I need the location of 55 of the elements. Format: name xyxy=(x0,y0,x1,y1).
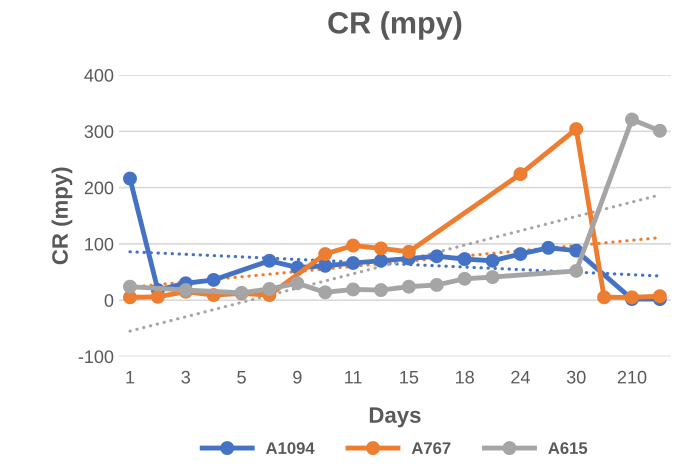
x-tick-label: 1 xyxy=(126,370,134,384)
point xyxy=(374,254,388,268)
point xyxy=(318,258,332,273)
point xyxy=(513,167,528,182)
y-axis-title: CR (mpy) xyxy=(52,167,72,264)
x-tick-label: 9 xyxy=(293,370,302,384)
point xyxy=(652,124,667,138)
point xyxy=(486,270,500,284)
point xyxy=(346,282,360,296)
point xyxy=(652,289,667,304)
point xyxy=(374,241,388,256)
y-tick-label: 0 xyxy=(104,294,114,307)
point xyxy=(569,122,584,136)
y-tick-label: -100 xyxy=(78,350,114,364)
x-tick-label: 210 xyxy=(618,370,646,384)
legend-label: A615 xyxy=(548,442,588,454)
point xyxy=(262,254,276,268)
point xyxy=(486,254,500,268)
point xyxy=(374,283,388,297)
point xyxy=(402,244,416,259)
legend-label: A767 xyxy=(412,442,450,454)
point xyxy=(318,247,332,261)
y-tick-label: 400 xyxy=(84,68,114,82)
point xyxy=(513,247,528,261)
point xyxy=(430,278,444,292)
y-tick-label: 300 xyxy=(84,125,114,138)
chart-title: CR (mpy) xyxy=(328,11,462,40)
y-tick-label: 200 xyxy=(84,182,114,194)
point xyxy=(541,240,556,255)
point xyxy=(346,256,360,270)
x-tick-label: 11 xyxy=(345,370,362,384)
point xyxy=(150,290,165,304)
point xyxy=(430,249,444,264)
point xyxy=(569,264,584,278)
point xyxy=(625,112,639,126)
legend-label: A1094 xyxy=(266,442,315,454)
x-tick-label: 18 xyxy=(456,370,474,384)
y-tick-label: 100 xyxy=(85,238,114,251)
x-tick-label: 5 xyxy=(237,370,246,384)
point xyxy=(123,280,137,294)
point xyxy=(206,272,221,287)
x-tick-label: 15 xyxy=(400,370,418,384)
point xyxy=(290,276,304,290)
point xyxy=(458,272,472,286)
x-axis-title: Days xyxy=(370,407,421,428)
point xyxy=(262,282,276,296)
point xyxy=(123,172,137,186)
x-tick-label: 3 xyxy=(181,370,190,384)
point xyxy=(402,280,416,294)
point xyxy=(597,290,612,304)
x-tick-label: 24 xyxy=(511,370,530,384)
point xyxy=(346,238,360,253)
point xyxy=(458,252,472,266)
point xyxy=(318,285,332,300)
x-tick-label: 30 xyxy=(566,370,586,384)
